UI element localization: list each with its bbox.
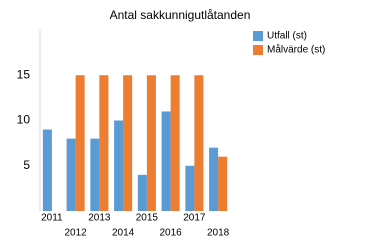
- legend-label: Utfall (st): [267, 31, 307, 42]
- bar: [42, 129, 52, 211]
- x-tick-label: 2018: [207, 228, 230, 239]
- bar: [146, 75, 156, 211]
- bar: [209, 147, 219, 211]
- y-tick-label: 5: [23, 158, 30, 172]
- bar: [185, 165, 195, 211]
- bar: [170, 75, 180, 211]
- bar: [75, 75, 85, 211]
- bar: [66, 138, 76, 211]
- x-tick-label: 2015: [136, 213, 159, 224]
- x-tick-label: 2013: [88, 213, 111, 224]
- x-tick-label: 2016: [160, 228, 183, 239]
- bar: [90, 138, 100, 211]
- y-tick-label: 15: [17, 67, 31, 81]
- legend-swatch: [253, 45, 263, 55]
- x-tick-label: 2014: [112, 228, 135, 239]
- bar: [114, 120, 124, 211]
- bar: [99, 75, 109, 211]
- x-tick-label: 2017: [183, 213, 206, 224]
- bar: [161, 111, 171, 211]
- chart-title: Antal sakkunnigutlåtanden: [110, 8, 251, 22]
- x-tick-label: 2012: [65, 228, 88, 239]
- y-tick-label: 10: [17, 113, 31, 127]
- bar: [123, 75, 133, 211]
- bar: [137, 174, 147, 211]
- legend-label: Målvärde (st): [267, 44, 325, 56]
- bar: [194, 75, 204, 211]
- x-tick-label: 2011: [41, 213, 63, 224]
- bar: [218, 156, 228, 211]
- legend-swatch: [253, 31, 263, 41]
